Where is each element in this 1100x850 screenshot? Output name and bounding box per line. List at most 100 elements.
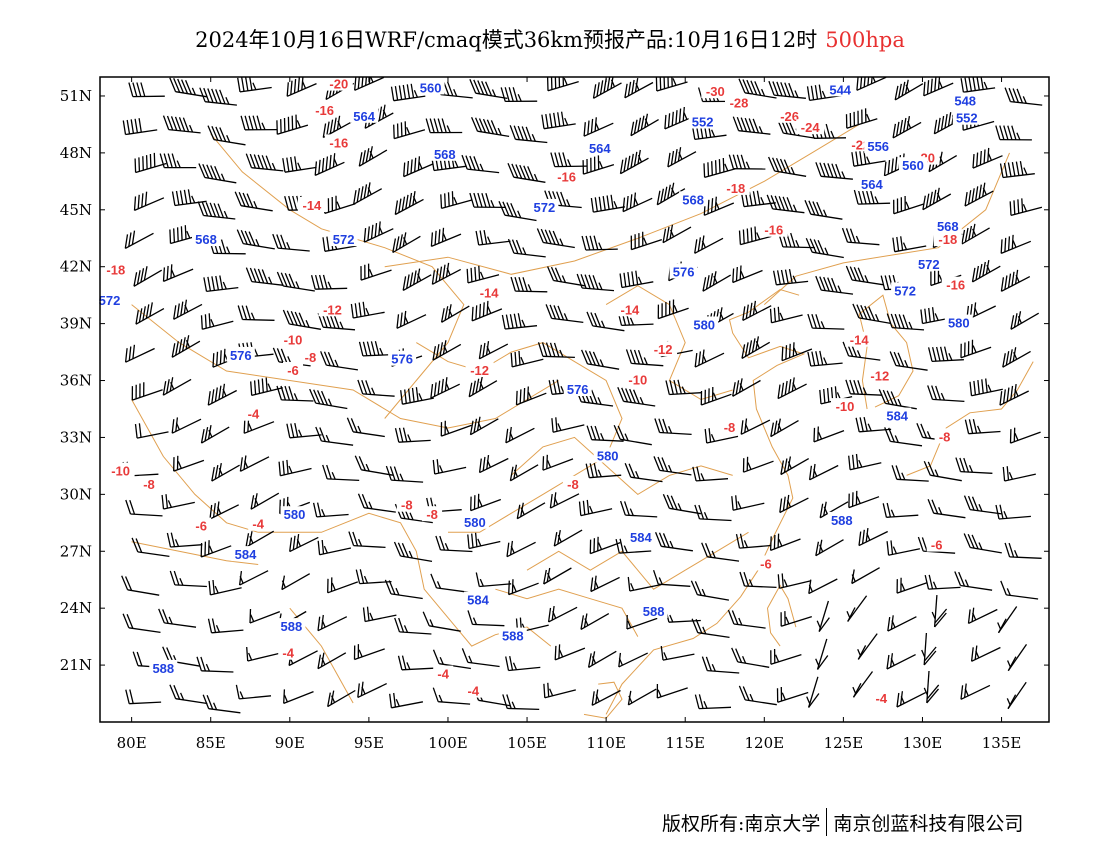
wind-barb-feather xyxy=(461,648,469,663)
wind-barb-half xyxy=(1017,315,1022,324)
wind-barb-feather xyxy=(738,230,742,245)
wind-barb-feather xyxy=(238,192,246,207)
wind-barb-feather xyxy=(294,422,299,438)
wind-barb-feather xyxy=(813,239,821,254)
wind-barb-feather xyxy=(502,694,508,709)
temperature-label-bg xyxy=(422,506,443,522)
wind-barb-feather xyxy=(500,87,506,102)
wind-barb-half xyxy=(978,503,983,512)
wind-barb-feather xyxy=(401,543,409,558)
wind-barb-feather xyxy=(740,154,747,169)
wind-barb-feather xyxy=(548,230,556,245)
height-label: 584 xyxy=(467,593,489,608)
wind-barb-feather xyxy=(834,386,838,401)
wind-barb-feather xyxy=(125,576,133,591)
wind-barb-feather xyxy=(482,302,485,317)
wind-barb-feather xyxy=(694,504,701,520)
wind-barb-staff xyxy=(618,652,648,668)
wind-barb-half xyxy=(369,612,374,621)
wind-barb-feather xyxy=(200,428,205,444)
wind-barb-feather xyxy=(486,119,494,135)
height-label-bg xyxy=(464,591,492,607)
wind-barb-feather xyxy=(732,154,739,169)
wind-barb-staff xyxy=(326,364,358,371)
wind-barb-staff xyxy=(280,467,312,477)
wind-barb-feather xyxy=(212,579,215,595)
wind-barb-feather xyxy=(370,224,374,239)
footer-separator xyxy=(826,808,828,836)
wind-barb-feather xyxy=(240,115,246,130)
wind-barb-feather xyxy=(481,193,487,208)
wind-barb-staff xyxy=(316,513,349,518)
wind-barb-feather xyxy=(413,270,417,285)
lon-tick-label: 135E xyxy=(982,734,1022,752)
height-label: 572 xyxy=(894,283,916,298)
wind-barb-half xyxy=(497,127,502,136)
wind-barb-feather xyxy=(1004,237,1007,252)
height-label: 584 xyxy=(630,530,652,545)
wind-barb-feather xyxy=(252,115,258,130)
wind-barb-feather xyxy=(467,610,474,625)
wind-barb-half xyxy=(327,398,333,407)
wind-barb-half xyxy=(517,210,522,219)
wind-barb-half xyxy=(987,384,992,392)
height-label-bg xyxy=(350,107,379,123)
wind-barb-feather xyxy=(633,192,637,207)
wind-barb-staff xyxy=(324,245,357,252)
wind-barb-feather xyxy=(623,272,627,287)
wind-barb-feather xyxy=(954,571,962,586)
wind-barb-feather xyxy=(654,532,662,547)
wind-barb-staff xyxy=(819,501,849,519)
wind-barb-half xyxy=(1008,472,1013,480)
wind-barb-feather xyxy=(899,119,904,135)
wind-barb-half xyxy=(552,611,557,619)
wind-barb-feather xyxy=(173,570,180,586)
wind-barb-feather xyxy=(165,494,169,509)
wind-barb-feather xyxy=(297,77,300,92)
wind-barb-feather xyxy=(173,305,177,320)
wind-barb-feather xyxy=(239,457,243,472)
wind-barb-staff xyxy=(707,669,740,674)
wind-barb-feather xyxy=(354,303,358,318)
wind-barb-feather xyxy=(284,196,290,211)
wind-barb-half xyxy=(454,160,459,168)
wind-barb-feather xyxy=(390,86,395,101)
wind-barb-half xyxy=(213,702,218,710)
wind-barb-half xyxy=(658,577,663,585)
wind-barb-feather xyxy=(628,463,636,479)
wind-barb-feather xyxy=(675,110,678,125)
wind-barb-feather xyxy=(211,88,218,104)
wind-barb-staff xyxy=(704,168,736,179)
wind-barb-feather xyxy=(408,192,413,208)
wind-barb-feather xyxy=(485,81,493,97)
wind-barb-staff xyxy=(515,138,548,144)
wind-barb-half xyxy=(747,462,752,470)
wind-barb-feather xyxy=(1011,234,1014,249)
wind-barb-feather xyxy=(196,656,203,671)
wind-barb-feather xyxy=(975,265,980,281)
wind-barb-feather xyxy=(631,271,635,286)
wind-barb-feather xyxy=(788,268,793,284)
wind-barb-feather xyxy=(506,202,514,217)
wind-barb-half xyxy=(382,109,387,118)
boundary-line xyxy=(210,133,465,419)
wind-barb-half xyxy=(700,473,705,481)
wind-barb-feather xyxy=(283,689,286,704)
wind-barb-feather xyxy=(507,238,515,254)
wind-barb-feather xyxy=(558,152,564,167)
wind-barb-feather xyxy=(659,77,662,90)
wind-barb-half xyxy=(936,192,941,201)
wind-barb-feather xyxy=(437,118,443,133)
wind-barb-feather xyxy=(506,542,510,557)
wind-barb-feather xyxy=(432,687,439,702)
wind-barb-staff xyxy=(321,440,354,446)
lon-tick-label: 85E xyxy=(196,734,226,752)
wind-barb-staff xyxy=(327,689,356,708)
temperature-label: -8 xyxy=(305,350,317,365)
wind-barb-feather xyxy=(276,385,283,401)
wind-barb-half xyxy=(701,240,706,248)
wind-barb-feather xyxy=(471,116,479,132)
wind-barb-staff xyxy=(478,699,511,707)
wind-barb-feather xyxy=(329,119,334,134)
wind-barb-half xyxy=(217,506,222,514)
